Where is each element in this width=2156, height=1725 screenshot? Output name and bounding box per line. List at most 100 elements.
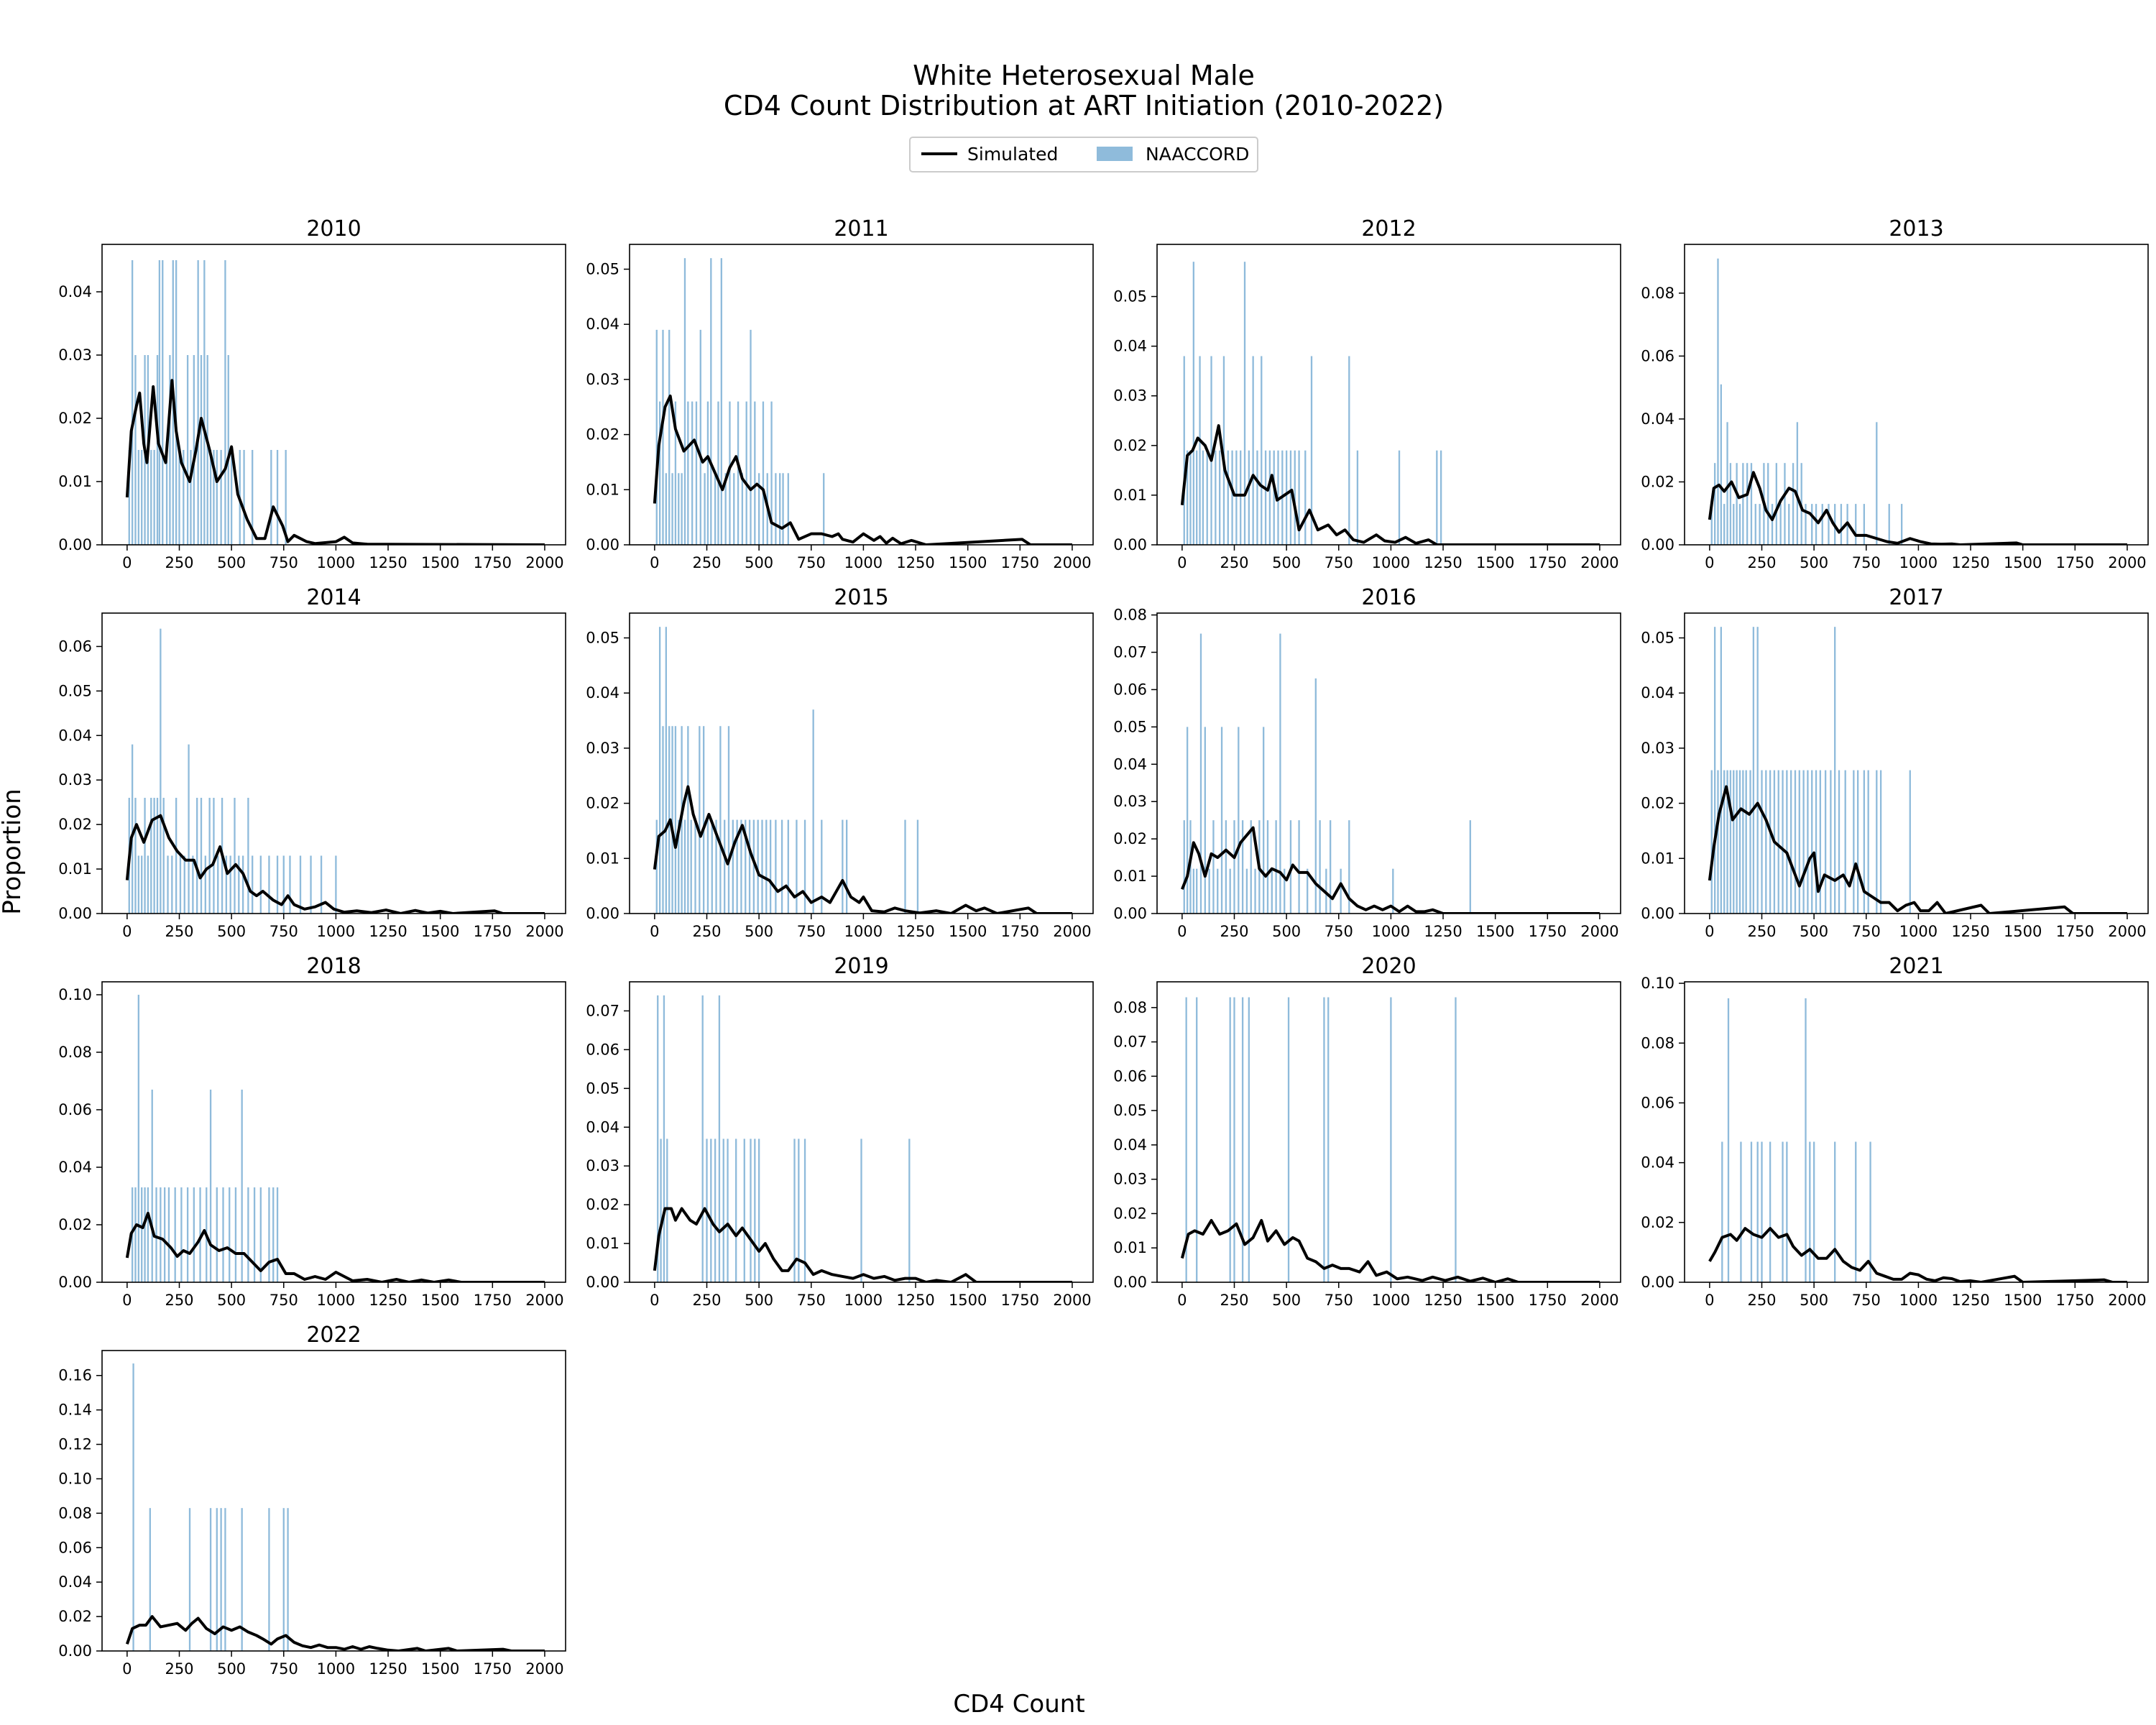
x-tick-label: 1000 <box>317 554 355 571</box>
x-tick-label: 1250 <box>896 923 934 940</box>
panel-title: 2017 <box>1889 585 1943 610</box>
x-tick-label: 500 <box>217 923 246 940</box>
panel-2019: 2019 0 250 500 750 1000 1250 1500 1750 2000 0.00 0.… <box>586 954 1094 1309</box>
y-tick-label: 0.02 <box>58 816 92 833</box>
panel-title: 2010 <box>306 216 361 242</box>
x-tick-label: 0 <box>1177 1292 1187 1309</box>
naaccord-bar <box>179 855 182 914</box>
naaccord-bar <box>1838 770 1841 914</box>
naaccord-bar <box>272 1187 275 1282</box>
naaccord-bar <box>1233 820 1235 914</box>
naaccord-bar <box>225 855 228 914</box>
naaccord-bar <box>1183 820 1185 914</box>
naaccord-bar <box>1710 770 1713 914</box>
naaccord-bar <box>674 726 677 914</box>
naaccord-bar <box>727 1138 729 1282</box>
x-tick-label: 1000 <box>1899 1292 1938 1309</box>
naaccord-bar <box>717 401 719 545</box>
naaccord-bar <box>137 450 139 545</box>
naaccord-bar <box>1733 504 1735 545</box>
naaccord-bar <box>1271 868 1273 914</box>
naaccord-bar <box>1264 450 1267 545</box>
y-tick-label: 0.04 <box>1641 410 1674 428</box>
naaccord-bar <box>134 1187 137 1282</box>
y-tick-label: 0.04 <box>1641 1154 1674 1172</box>
naaccord-bar <box>1721 1141 1723 1282</box>
naaccord-bar <box>1856 770 1859 914</box>
y-tick-label: 0.02 <box>586 795 619 812</box>
naaccord-bar <box>681 473 683 545</box>
naaccord-bar <box>1844 770 1846 914</box>
naaccord-bar <box>1742 463 1744 545</box>
naaccord-bar <box>1717 258 1719 545</box>
naaccord-bar <box>796 819 798 914</box>
x-tick-label: 250 <box>1220 1292 1248 1309</box>
naaccord-bar <box>658 401 661 545</box>
naaccord-bar <box>335 855 337 914</box>
x-tick-label: 1750 <box>1001 1292 1039 1309</box>
x-tick-label: 0 <box>122 554 132 571</box>
naaccord-bar <box>662 329 664 545</box>
y-tick-label: 0.08 <box>58 1044 92 1061</box>
naaccord-bar <box>282 1508 285 1651</box>
x-tick-label: 750 <box>1325 554 1353 571</box>
naaccord-bar <box>714 1138 717 1282</box>
naaccord-bar <box>186 1187 189 1282</box>
naaccord-bar <box>1729 463 1732 545</box>
naaccord-bar <box>1855 504 1857 545</box>
naaccord-bar <box>310 855 312 914</box>
y-tick-label: 0.02 <box>586 426 619 443</box>
naaccord-bar <box>1219 450 1221 545</box>
naaccord-bar <box>141 855 143 914</box>
x-tick-label: 0 <box>650 1292 659 1309</box>
panel-2013: 2013 0 250 500 750 1000 1250 1500 1750 2000 0.00 0.… <box>1641 216 2149 571</box>
axes-frame <box>1684 981 2149 1283</box>
naaccord-bar <box>1815 504 1818 545</box>
y-tick-label: 0.06 <box>58 1539 92 1556</box>
naaccord-bar <box>178 450 180 545</box>
y-tick-label: 0.04 <box>586 316 619 333</box>
x-tick-label: 1250 <box>1424 923 1462 940</box>
x-axis-label: CD4 Count <box>953 1690 1084 1719</box>
naaccord-bar <box>162 260 164 545</box>
naaccord-bar <box>268 855 270 914</box>
panel-2015: 2015 0 250 500 750 1000 1250 1500 1750 2000 0.00 0.… <box>586 585 1094 940</box>
naaccord-bar <box>229 1187 231 1282</box>
naaccord-bar <box>823 473 825 545</box>
naaccord-bar <box>720 258 722 545</box>
naaccord-bar <box>1792 463 1795 545</box>
y-tick-label: 0.01 <box>586 850 619 867</box>
naaccord-bar <box>234 797 236 914</box>
y-tick-label: 0.00 <box>58 1642 92 1660</box>
naaccord-bar <box>706 819 709 914</box>
x-tick-label: 1500 <box>421 1660 459 1678</box>
y-tick-label: 0.06 <box>1113 681 1147 698</box>
naaccord-bar <box>241 1090 243 1282</box>
x-tick-label: 500 <box>1272 554 1301 571</box>
axes-frame <box>629 612 1094 914</box>
x-tick-label: 1250 <box>1424 1292 1462 1309</box>
naaccord-bar <box>188 744 190 914</box>
naaccord-bar <box>276 450 279 545</box>
naaccord-bar <box>171 855 173 914</box>
naaccord-bar <box>190 450 192 545</box>
y-tick-label: 0.06 <box>1641 1094 1674 1111</box>
naaccord-bar <box>737 401 740 545</box>
x-tick-label: 250 <box>1747 554 1776 571</box>
naaccord-bar <box>227 355 229 545</box>
naaccord-bar <box>234 1187 237 1282</box>
y-axis-label: Proportion <box>0 788 27 914</box>
x-tick-label: 250 <box>165 1292 193 1309</box>
x-tick-label: 1000 <box>1899 923 1938 940</box>
y-tick-label: 0.04 <box>1113 338 1147 355</box>
naaccord-bar <box>1720 384 1722 545</box>
naaccord-bar <box>134 355 137 545</box>
naaccord-bars <box>655 627 919 914</box>
naaccord-bars <box>1183 633 1471 914</box>
x-tick-label: 500 <box>1800 554 1828 571</box>
naaccord-bar <box>216 1508 218 1651</box>
naaccord-bar <box>1240 450 1242 545</box>
naaccord-bar <box>762 401 765 545</box>
y-tick-label: 0.01 <box>1641 850 1674 867</box>
naaccord-bar <box>916 819 919 914</box>
